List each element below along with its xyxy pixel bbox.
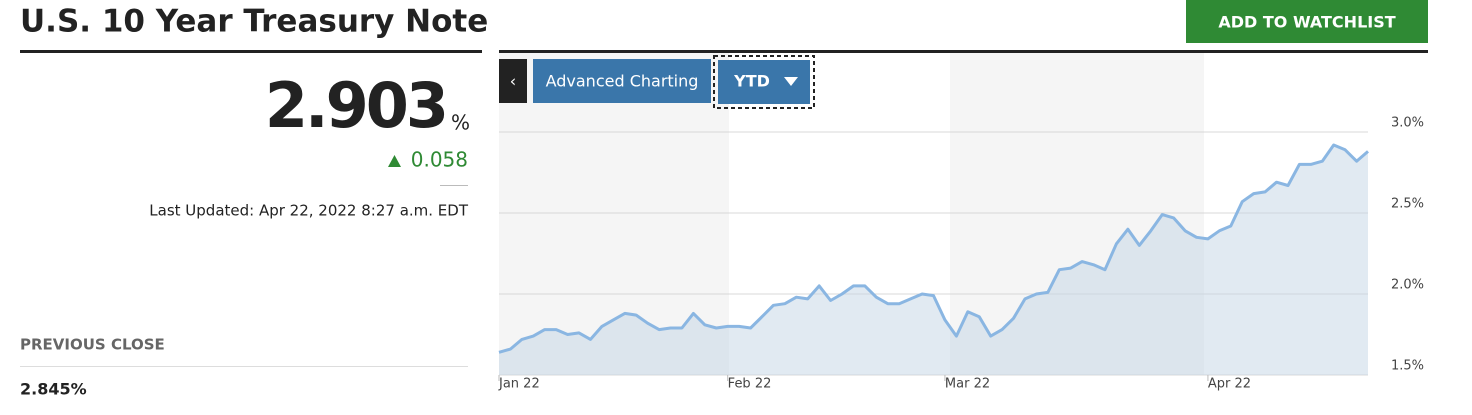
chart: 1.5% 2.0% 2.5% 3.0% Jan 22 Feb 22 Mar 22 Apr 22 (498, 53, 1424, 392)
up-arrow (388, 155, 401, 167)
watchlist-button[interactable] (1186, 0, 1428, 43)
price-unit: % (451, 111, 470, 135)
advanced-button[interactable] (533, 59, 711, 103)
collapse-button[interactable] (499, 59, 527, 103)
divider (20, 366, 468, 367)
advanced-label[interactable]: Advanced Charting (546, 72, 699, 91)
previous-close: 2.845% (20, 380, 87, 399)
last-updated: Last Updated: Apr 22, 2022 8:27 a.m. EDT (149, 202, 469, 220)
x-tick-label: Feb 22 (728, 377, 772, 392)
range-button[interactable] (718, 60, 810, 104)
y-tick-label: 1.5% (1391, 359, 1424, 374)
watchlist-label[interactable]: ADD TO WATCHLIST (1218, 13, 1395, 32)
title-rule (20, 50, 482, 53)
y-tick-label: 3.0% (1391, 116, 1424, 131)
previous-close-label: PREVIOUS CLOSE (20, 336, 165, 354)
dropdown-icon[interactable] (784, 77, 798, 86)
chart-rule (499, 50, 1428, 53)
y-tick-label: 2.5% (1391, 197, 1424, 212)
x-tick-label: Jan 22 (498, 377, 540, 392)
x-tick-label: Mar 22 (945, 377, 990, 392)
range-label[interactable]: YTD (733, 72, 770, 91)
area (499, 145, 1368, 375)
divider (440, 185, 468, 186)
line (498, 143, 1369, 354)
page-title: U.S. 10 Year Treasury Note (20, 4, 488, 40)
collapse-icon[interactable]: ‹ (510, 72, 516, 91)
y-tick-label: 2.0% (1391, 278, 1424, 293)
focus-ring (713, 55, 815, 109)
change: 0.058 (411, 148, 468, 172)
price: 2.903 (265, 69, 446, 142)
x-tick-label: Apr 22 (1208, 377, 1251, 392)
